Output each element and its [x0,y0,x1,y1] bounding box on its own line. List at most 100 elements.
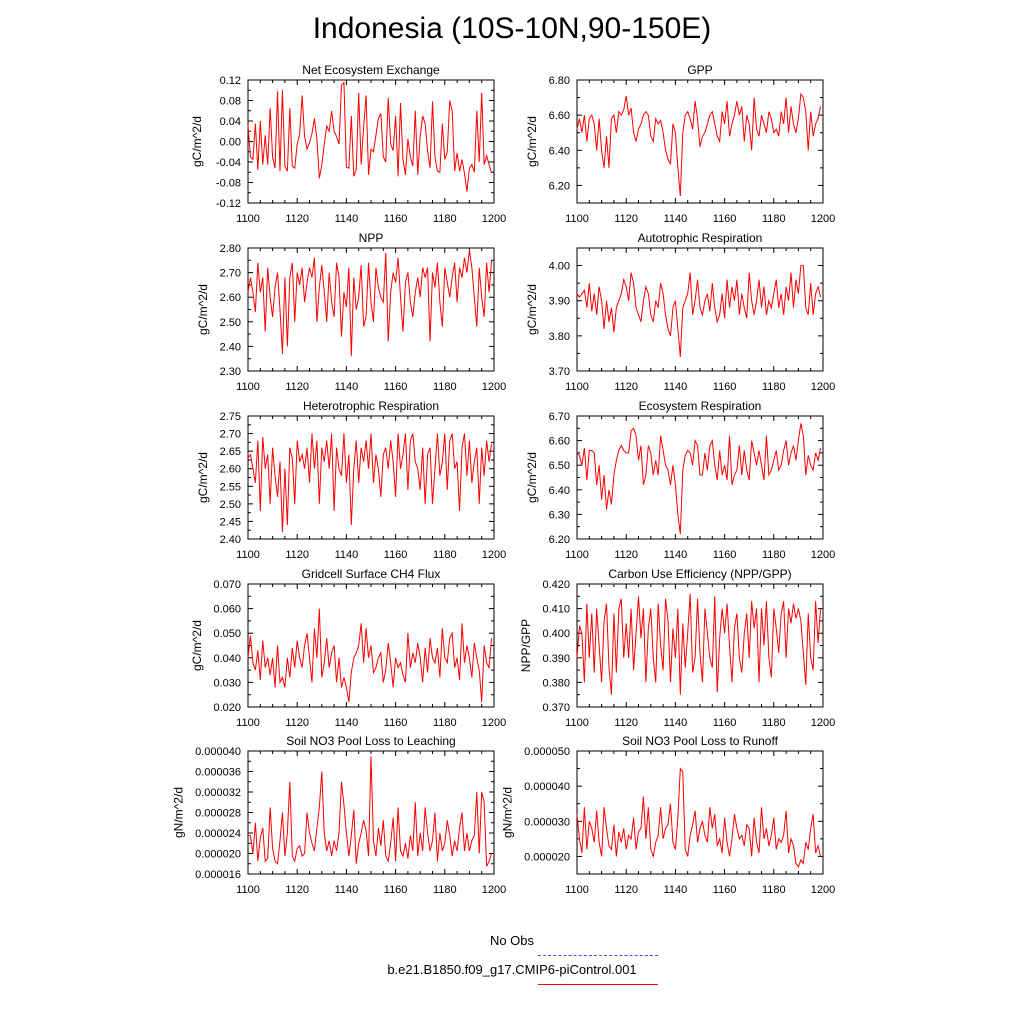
y-tick-label: 0.000036 [195,767,241,779]
y-axis-label: gC/m^2/d [190,116,204,167]
y-tick-label: 6.20 [549,534,570,546]
y-tick-label: 6.60 [549,110,570,122]
series-line [247,433,493,532]
chart-panel-soil-no3-pool-loss-to-runoff: Soil NO3 Pool Loss to Runoff 1100 1120 1140… [500,734,835,896]
y-tick-label: -0.08 [216,178,241,190]
y-tick-label: 2.45 [220,516,241,528]
y-axis-label: gC/m^2/d [196,284,210,335]
y-tick-label: 3.80 [549,331,570,343]
y-axis-label: NPP/GPP [519,619,533,672]
x-tick-label: 1120 [285,549,309,561]
x-tick-label: 1160 [384,884,408,896]
y-tick-label: 0.060 [213,604,241,616]
series-line [576,593,822,695]
y-tick-label: 0.000020 [524,851,570,863]
y-tick-label: 6.20 [549,180,570,192]
page-title: Indonesia (10S-10N,90-150E) [312,12,712,45]
series-line [576,423,822,535]
y-tick-label: 0.410 [542,604,570,616]
y-tick-label: 0.00 [220,137,241,149]
y-axis-label: gC/m^2/d [525,452,539,503]
x-tick-label: 1100 [236,381,260,393]
y-axis-label: gN/m^2/d [500,787,514,838]
x-tick-label: 1160 [384,717,408,729]
x-tick-label: 1120 [614,717,638,729]
plot-frame [247,79,495,204]
x-tick-label: 1180 [762,717,786,729]
plot-frame [576,247,824,372]
y-tick-label: 0.050 [213,628,241,640]
y-tick-label: 0.420 [542,579,570,591]
x-tick-label: 1180 [433,717,457,729]
x-tick-label: 1100 [565,884,589,896]
chart-panel-heterotrophic-respiration: Heterotrophic Respiration 1100 1120 1140 116… [196,399,506,561]
x-tick-label: 1200 [811,213,835,225]
y-axis-label: gC/m^2/d [196,452,210,503]
y-tick-label: 0.000030 [524,816,570,828]
y-tick-label: 2.50 [220,499,241,511]
x-tick-label: 1200 [811,884,835,896]
series-line [247,81,493,192]
series-line [576,265,822,357]
x-tick-label: 1120 [614,884,638,896]
y-tick-label: 0.040 [213,653,241,665]
y-tick-label: 6.50 [549,460,570,472]
chart-title: Ecosystem Respiration [639,399,762,413]
y-tick-label: 0.000050 [524,746,570,758]
y-tick-label: 0.000028 [195,808,241,820]
series-line [247,250,493,357]
series-line [248,756,493,867]
y-tick-label: 0.030 [213,677,241,689]
chart-panel-ecosystem-respiration: Ecosystem Respiration 1100 1120 1140 1160 118… [525,399,835,561]
y-tick-label: 2.60 [220,292,241,304]
x-tick-label: 1120 [285,717,309,729]
x-tick-label: 1180 [433,549,457,561]
y-tick-label: 6.40 [549,485,570,497]
y-tick-label: 0.08 [220,96,241,108]
x-tick-label: 1160 [384,549,408,561]
y-tick-label: 0.000032 [195,787,241,799]
chart-panel-carbon-use-efficiency-npp-gpp: Carbon Use Efficiency (NPP/GPP) 1100 1120 1… [519,567,835,729]
chart-title: Autotrophic Respiration [638,231,763,245]
y-tick-label: 0.020 [213,702,241,714]
y-tick-label: 2.55 [220,481,241,493]
x-tick-label: 1180 [762,213,786,225]
x-tick-label: 1100 [565,717,589,729]
chart-panel-autotrophic-respiration: Autotrophic Respiration 1100 1120 1140 1160 1… [525,231,835,393]
x-tick-label: 1140 [335,884,359,896]
x-tick-label: 1140 [335,381,359,393]
y-tick-label: 0.000016 [195,869,241,881]
y-tick-label: 0.04 [220,116,241,128]
y-tick-label: 2.70 [220,268,241,280]
x-tick-label: 1160 [384,213,408,225]
legend-label-model-run: b.e21.B1850.f09_g17.CMIP6-piControl.001 [387,962,637,977]
y-tick-label: 6.60 [549,436,570,448]
y-tick-label: 0.370 [542,702,570,714]
y-tick-label: 6.30 [549,509,570,521]
y-axis-label: gN/m^2/d [171,787,185,838]
series-line [247,608,493,703]
chart-panel-npp: NPP 1100 1120 1140 1160 1180 1200 2.30 2.40 2.50 2… [196,231,506,393]
legend-line-no-obs [538,955,658,956]
x-tick-label: 1100 [236,549,260,561]
y-tick-label: 0.12 [220,75,241,87]
y-tick-label: 0.380 [542,677,570,689]
x-tick-label: 1180 [433,381,457,393]
x-tick-label: 1140 [664,213,688,225]
x-tick-label: 1140 [664,381,688,393]
x-tick-label: 1180 [433,213,457,225]
y-axis-label: gC/m^2/d [525,116,539,167]
x-tick-label: 1120 [285,884,309,896]
y-tick-label: 2.65 [220,446,241,458]
chart-title: Carbon Use Efficiency (NPP/GPP) [608,567,791,581]
x-tick-label: 1200 [482,549,506,561]
y-tick-label: 2.50 [220,317,241,329]
x-tick-label: 1140 [335,717,359,729]
x-tick-label: 1180 [762,381,786,393]
x-tick-label: 1160 [713,213,737,225]
chart-title: NPP [359,231,384,245]
x-tick-label: 1200 [811,381,835,393]
x-tick-label: 1200 [482,381,506,393]
x-tick-label: 1200 [811,717,835,729]
